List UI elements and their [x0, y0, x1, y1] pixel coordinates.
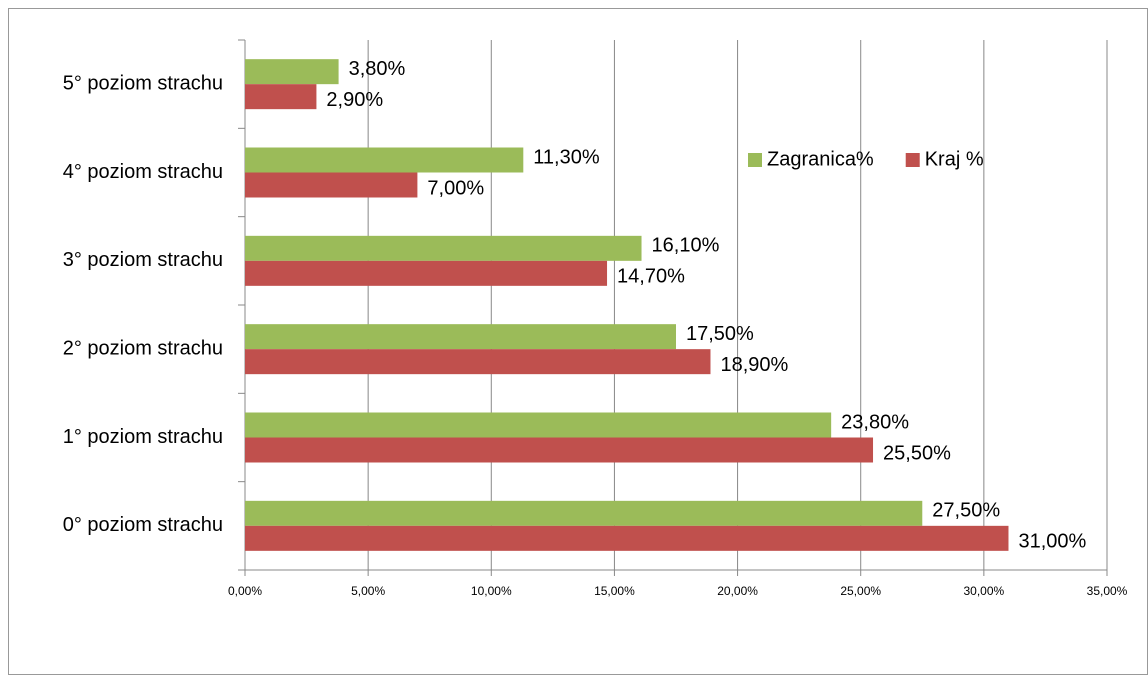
value-label: 7,00%	[427, 177, 484, 199]
x-tick-label: 25,00%	[840, 584, 881, 598]
x-tick-label: 5,00%	[351, 584, 385, 598]
bar	[245, 412, 832, 438]
value-label: 18,90%	[720, 354, 788, 376]
x-tick-label: 35,00%	[1087, 584, 1128, 598]
bar	[245, 349, 711, 375]
bar	[245, 260, 608, 286]
x-tick-label: 10,00%	[471, 584, 512, 598]
legend-label: Kraj %	[925, 148, 984, 170]
value-label: 2,90%	[326, 89, 383, 111]
bar	[245, 84, 317, 110]
value-label: 31,00%	[1018, 531, 1086, 553]
bar	[245, 437, 874, 463]
bar	[245, 147, 524, 173]
value-label: 14,70%	[617, 266, 685, 288]
value-label: 23,80%	[841, 411, 909, 433]
bar	[245, 500, 923, 526]
x-tick-label: 20,00%	[717, 584, 758, 598]
y-tick-label: 2° poziom strachu	[63, 337, 223, 359]
bar	[245, 235, 642, 261]
value-label: 25,50%	[883, 442, 951, 464]
value-label: 11,30%	[533, 146, 600, 168]
y-tick-label: 0° poziom strachu	[63, 514, 223, 536]
value-label: 3,80%	[349, 58, 406, 80]
x-tick-label: 30,00%	[964, 584, 1005, 598]
bar	[245, 525, 1009, 551]
legend-label: Zagranica%	[767, 148, 874, 170]
x-tick-label: 0,00%	[228, 584, 262, 598]
legend-swatch	[905, 153, 920, 167]
y-tick-label: 4° poziom strachu	[63, 161, 223, 183]
y-tick-label: 1° poziom strachu	[63, 426, 223, 448]
bar	[245, 172, 418, 198]
value-label: 27,50%	[932, 500, 1000, 522]
bar	[245, 59, 339, 85]
x-tick-label: 15,00%	[594, 584, 635, 598]
y-tick-label: 3° poziom strachu	[63, 249, 223, 271]
bar	[245, 324, 676, 350]
value-label: 16,10%	[652, 235, 720, 257]
value-label: 17,50%	[686, 323, 754, 345]
legend-swatch	[748, 153, 762, 167]
y-tick-label: 5° poziom strachu	[63, 72, 223, 94]
